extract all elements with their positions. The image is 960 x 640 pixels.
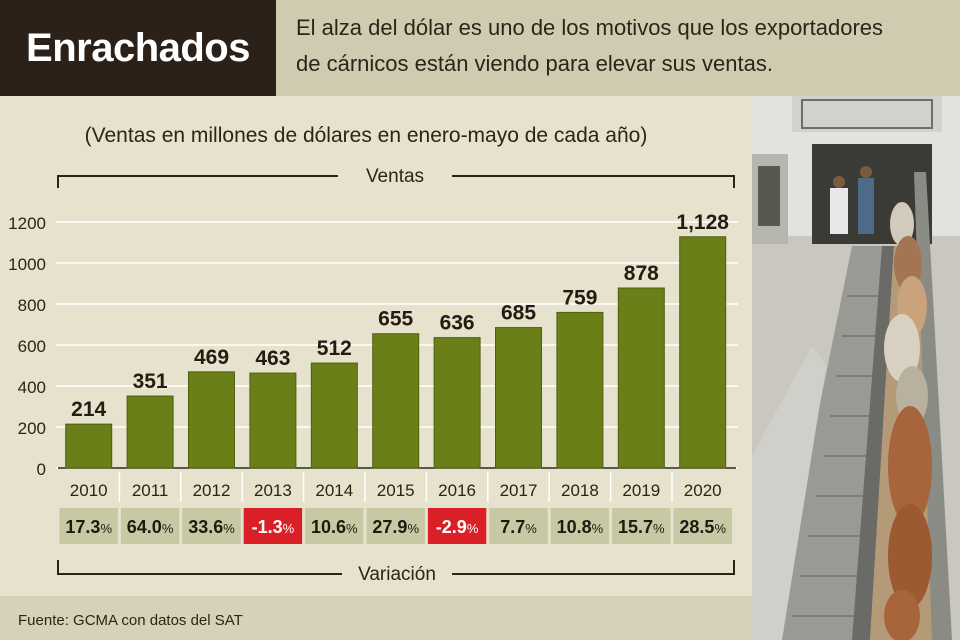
x-tick-label-2010: 2010 xyxy=(70,481,108,500)
bar-2017 xyxy=(495,327,542,469)
bar-2016 xyxy=(433,337,481,469)
bar-value-label-2013: 463 xyxy=(255,347,290,370)
x-tick-label-2018: 2018 xyxy=(561,481,599,500)
variation-cell-2014 xyxy=(305,508,364,544)
y-tick-label: 800 xyxy=(18,296,46,315)
x-tick-label-2012: 2012 xyxy=(193,481,231,500)
x-tick-label-2014: 2014 xyxy=(315,481,353,500)
variacion-label: Variación xyxy=(358,564,436,585)
title-box: Enrachados xyxy=(0,0,276,96)
variation-cell-2010 xyxy=(59,508,118,544)
variation-cell-2017 xyxy=(489,508,548,544)
variation-cell-2020 xyxy=(673,508,732,544)
variation-label-2013: -1.3% xyxy=(252,517,295,537)
source-bar: Fuente: GCMA con datos del SAT xyxy=(0,596,752,640)
bar-2013 xyxy=(249,372,297,469)
variation-label-2015: 27.9% xyxy=(372,517,419,537)
y-tick-label: 0 xyxy=(37,460,46,479)
bar-2010 xyxy=(65,423,113,469)
variacion-bracket-left xyxy=(57,560,342,575)
bar-2014 xyxy=(310,362,358,469)
bar-value-label-2019: 878 xyxy=(624,262,659,285)
bar-2018 xyxy=(556,311,604,469)
bar-2019 xyxy=(617,287,665,469)
bar-value-label-2015: 655 xyxy=(378,308,413,331)
source-note: Fuente: GCMA con datos del SAT xyxy=(18,612,243,629)
subtitle-line-1: El alza del dólar es uno de los motivos … xyxy=(296,15,884,40)
x-tick-label-2017: 2017 xyxy=(500,481,538,500)
bar-2020 xyxy=(679,236,727,469)
x-tick-label-2013: 2013 xyxy=(254,481,292,500)
x-tick-label-2015: 2015 xyxy=(377,481,415,500)
bar-chart: (Ventas en millones de dólares en enero-… xyxy=(8,124,738,585)
y-tick-label: 200 xyxy=(18,419,46,438)
variation-cell-2013 xyxy=(243,508,303,544)
chart-title: (Ventas en millones de dólares en enero-… xyxy=(85,124,648,147)
variation-label-2016: -2.9% xyxy=(436,517,479,537)
variation-cell-2011 xyxy=(120,508,180,544)
variation-cell-2015 xyxy=(366,508,425,544)
variation-label-2017: 7.7% xyxy=(500,517,537,537)
variation-cell-2012 xyxy=(182,508,241,544)
bar-value-label-2016: 636 xyxy=(440,312,475,335)
variation-cell-2016 xyxy=(427,508,487,544)
variation-label-2018: 10.8% xyxy=(557,517,604,537)
bar-value-label-2010: 214 xyxy=(71,398,106,421)
bar-2012 xyxy=(188,371,235,469)
bar-value-label-2020: 1,128 xyxy=(676,211,729,234)
x-tick-label-2016: 2016 xyxy=(438,481,476,500)
subtitle-box: El alza del dólar es uno de los motivos … xyxy=(276,0,960,96)
y-tick-label: 1200 xyxy=(8,214,46,233)
variation-cell-2019 xyxy=(612,508,671,544)
y-tick-label: 600 xyxy=(18,337,46,356)
variation-label-2019: 15.7% xyxy=(618,517,665,537)
bar-2015 xyxy=(372,333,420,469)
variation-cell-2018 xyxy=(550,508,610,544)
bar-value-label-2011: 351 xyxy=(133,370,168,393)
ventas-label: Ventas xyxy=(366,166,424,187)
headline: Enrachados xyxy=(26,25,250,70)
variacion-bracket-right xyxy=(452,560,735,575)
ventas-bracket-left xyxy=(57,175,338,188)
x-tick-label-2020: 2020 xyxy=(684,481,722,500)
variation-label-2011: 64.0% xyxy=(127,517,174,537)
bar-value-label-2017: 685 xyxy=(501,302,536,325)
variation-label-2020: 28.5% xyxy=(679,517,726,537)
x-tick-label-2019: 2019 xyxy=(622,481,660,500)
bar-value-label-2012: 469 xyxy=(194,346,229,369)
y-tick-label: 1000 xyxy=(8,255,46,274)
variation-label-2012: 33.6% xyxy=(188,517,235,537)
bar-value-label-2018: 759 xyxy=(562,286,597,309)
subtitle-line-2: de cárnicos están viendo para elevar sus… xyxy=(296,51,773,76)
cattle-ramp-photo xyxy=(752,96,960,640)
ventas-bracket-right xyxy=(452,175,735,188)
y-tick-label: 400 xyxy=(18,378,46,397)
bar-2011 xyxy=(126,395,174,469)
variation-label-2010: 17.3% xyxy=(65,517,112,537)
variation-label-2014: 10.6% xyxy=(311,517,358,537)
x-tick-label-2011: 2011 xyxy=(132,481,169,500)
bar-value-label-2014: 512 xyxy=(317,337,352,360)
